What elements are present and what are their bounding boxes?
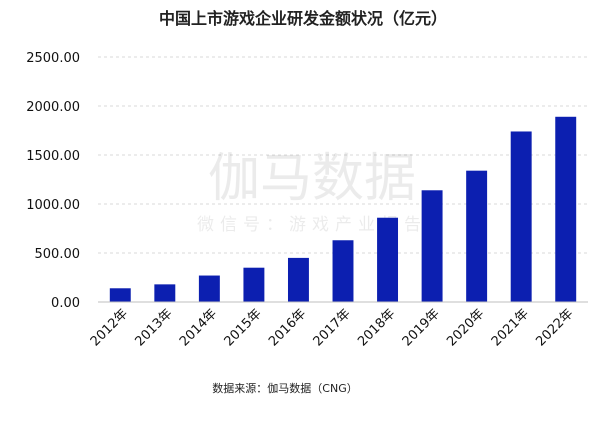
x-tick-label: 2022年	[533, 306, 576, 349]
bar-2017年	[332, 240, 354, 302]
y-tick-label: 1000.00	[26, 198, 80, 213]
x-tick-label: 2015年	[222, 306, 265, 349]
watermark-main: 伽马数据	[208, 149, 416, 209]
bar-2012年	[109, 288, 131, 302]
bar-2013年	[154, 284, 176, 302]
x-tick-label: 2014年	[177, 306, 220, 349]
bar-2022年	[555, 116, 577, 302]
y-tick-label: 2000.00	[26, 100, 80, 115]
x-tick-label: 2016年	[266, 306, 309, 349]
bar-2019年	[421, 190, 443, 302]
bar-series	[109, 116, 577, 302]
y-tick-label: 500.00	[35, 247, 81, 262]
x-tick-label: 2017年	[311, 306, 354, 349]
y-tick-label: 1500.00	[26, 149, 80, 164]
y-tick-label: 0.00	[51, 296, 80, 311]
bar-2018年	[377, 217, 399, 302]
chart-title: 中国上市游戏企业研发金额状况（亿元）	[159, 9, 447, 28]
watermark-sub: 微信号：游戏产业报告	[197, 215, 427, 235]
x-axis-ticks: 2012年 2013年 2014年 2015年 2016年 2017年 2018年 2019年…	[88, 306, 577, 349]
y-axis-ticks: 0.00 500.00 1000.00 1500.00 2000.00 2500.00	[26, 51, 80, 311]
x-tick-label: 2018年	[355, 306, 398, 349]
bar-2015年	[243, 267, 265, 302]
x-tick-label: 2013年	[132, 306, 175, 349]
x-tick-label: 2021年	[489, 306, 532, 349]
bar-2014年	[198, 275, 220, 302]
x-tick-label: 2012年	[88, 306, 131, 349]
bar-2021年	[510, 131, 532, 302]
x-tick-label: 2020年	[444, 306, 487, 349]
bar-2016年	[287, 257, 309, 302]
source-note: 数据来源：伽马数据（CNG）	[212, 381, 357, 395]
y-tick-label: 2500.00	[26, 51, 80, 66]
x-tick-label: 2019年	[400, 306, 443, 349]
watermark: 伽马数据 微信号：游戏产业报告	[197, 149, 427, 235]
grid-lines	[98, 56, 588, 254]
bar-2020年	[466, 170, 488, 302]
